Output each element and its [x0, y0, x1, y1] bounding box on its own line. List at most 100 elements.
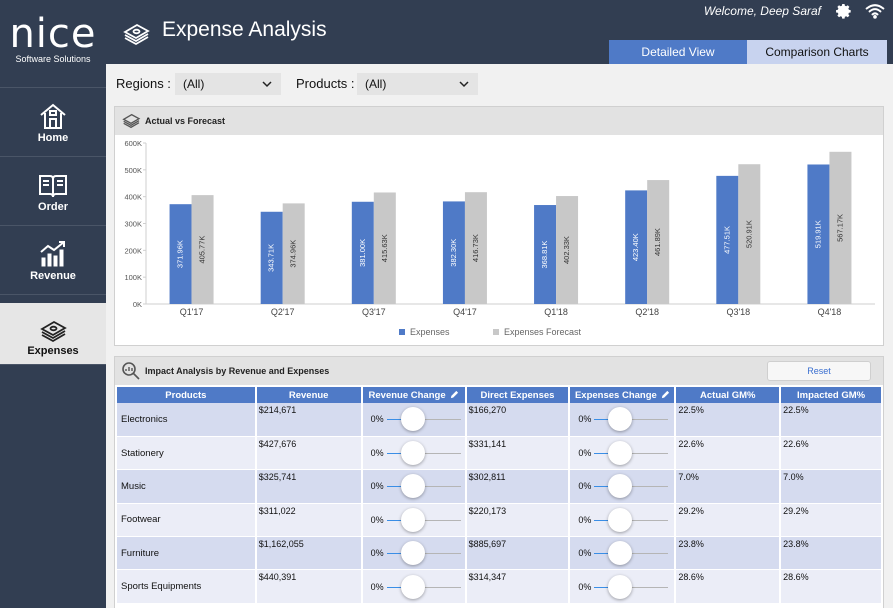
x-tick-label: Q4'18: [818, 307, 842, 317]
slider-handle[interactable]: [400, 474, 425, 499]
revenue-change-slider[interactable]: 0%: [370, 541, 463, 566]
slider-track-filled: [386, 486, 413, 488]
slider-track: [620, 586, 669, 588]
money-stack-icon: [40, 320, 67, 343]
expenses-change-slider[interactable]: 0%: [578, 541, 670, 566]
direct-expenses-cell: $166,270: [465, 403, 571, 437]
revenue-change-slider[interactable]: 0%: [371, 407, 463, 432]
revenue-change-slider[interactable]: 0%: [370, 574, 463, 599]
slider-handle[interactable]: [400, 574, 425, 599]
brand-subtitle: Software Solutions: [15, 54, 91, 64]
revenue-change-value: 0%: [370, 448, 384, 459]
tab-detailed-view[interactable]: Detailed View: [609, 40, 747, 64]
bar-chart: 0K 100K 200K 300K 400K 500K 600K 371.96K 405.77K…: [124, 139, 875, 337]
slider-handle[interactable]: [608, 574, 633, 599]
impacted-gm-cell: 23.8%: [780, 536, 883, 571]
actual-gm-cell: 22.6%: [675, 436, 782, 471]
bar-expenses-forecast: [464, 192, 487, 304]
slider-track-filled: [594, 519, 621, 521]
bar-expenses: [351, 201, 374, 304]
bar-expenses-forecast: [738, 164, 761, 304]
slider-track: [620, 553, 669, 555]
pencil-icon: [661, 391, 669, 399]
slider-handle[interactable]: [608, 407, 633, 432]
slider-handle[interactable]: [400, 507, 425, 532]
expenses-change-cell: 0%: [569, 536, 677, 571]
slider-track: [412, 453, 461, 455]
money-stack-icon: [122, 113, 141, 129]
expenses-change-value: 0%: [578, 414, 592, 425]
bar-expenses: [534, 205, 557, 304]
sidebar-item-label: Expenses: [27, 345, 79, 357]
table-row: Music $325,741 0% $302,811 0% 7.0% 7.0%: [117, 469, 883, 504]
chevron-down-icon: [459, 81, 469, 88]
revenue-change-value: 0%: [370, 548, 384, 559]
x-tick-label: Q4'17: [453, 307, 477, 317]
legend-entry: Expenses Forecast: [504, 327, 582, 337]
column-header-editable: Revenue Change: [361, 387, 467, 403]
slider-handle[interactable]: [608, 541, 633, 566]
table-row: Stationery $427,676 0% $331,141 0% 22.6% 22.6%: [117, 436, 883, 471]
actual-gm-cell: 7.0%: [675, 469, 782, 504]
x-tick-label: Q2'17: [271, 307, 295, 317]
expenses-change-slider[interactable]: 0%: [578, 441, 670, 466]
bar-data-label: 567.17K: [835, 214, 844, 242]
panel-title: Impact Analysis by Revenue and Expenses: [145, 366, 330, 376]
slider-handle[interactable]: [400, 541, 425, 566]
revenue-cell: $427,676: [255, 436, 363, 471]
reset-button[interactable]: Reset: [767, 361, 871, 381]
bar-data-label: 416.73K: [471, 234, 480, 262]
slider-handle[interactable]: [400, 441, 425, 466]
revenue-cell: $440,391: [255, 569, 363, 604]
gear-icon[interactable]: [835, 3, 853, 21]
expenses-change-slider[interactable]: 0%: [578, 407, 670, 432]
product-cell: Sports Equipments: [117, 569, 257, 604]
impact-table: Products Revenue Revenue Change Direct E…: [117, 387, 883, 604]
magnifier-chart-icon: [122, 362, 140, 380]
sidebar-item-expenses[interactable]: Expenses: [0, 303, 106, 365]
column-header-label: Revenue Change: [368, 389, 446, 401]
expenses-change-slider[interactable]: 0%: [578, 574, 670, 599]
revenue-change-slider[interactable]: 0%: [371, 474, 463, 499]
table-row: Electronics $214,671 0% $166,270 0% 22.5% 22.5…: [117, 403, 883, 437]
direct-expenses-cell: $220,173: [465, 503, 571, 538]
page-header: Expense Analysis Welcome, Deep Saraf Det…: [106, 0, 893, 64]
bar-data-label: 374.96K: [289, 240, 298, 268]
slider-track-filled: [594, 453, 621, 455]
slider-handle[interactable]: [608, 441, 633, 466]
sidebar-item-home[interactable]: Home: [0, 88, 106, 157]
slider-handle[interactable]: [608, 507, 633, 532]
expenses-change-value: 0%: [578, 548, 592, 559]
x-tick-label: Q3'18: [726, 307, 750, 317]
slider-handle[interactable]: [608, 474, 633, 499]
x-tick-label: Q1'17: [180, 307, 204, 317]
sidebar-item-label: Home: [37, 132, 69, 144]
bar-expenses: [260, 211, 283, 304]
expenses-change-slider[interactable]: 0%: [578, 474, 670, 499]
y-tick-label: 200K: [124, 246, 142, 255]
legend-swatch: [493, 329, 499, 335]
revenue-change-slider[interactable]: 0%: [371, 507, 463, 532]
revenue-change-value: 0%: [370, 581, 384, 592]
regions-dropdown[interactable]: (All): [175, 73, 281, 95]
actual-gm-cell: 29.2%: [675, 503, 782, 538]
products-dropdown[interactable]: (All): [357, 73, 478, 95]
y-tick-label: 400K: [124, 193, 142, 202]
column-header-label: Expenses Change: [574, 389, 657, 401]
bar-data-label: 415.63K: [380, 234, 389, 262]
sidebar-item-revenue[interactable]: Revenue: [0, 226, 106, 295]
money-stack-icon: [123, 23, 150, 46]
expenses-change-cell: 0%: [569, 403, 677, 437]
column-header: Products: [117, 387, 257, 403]
revenue-change-slider[interactable]: 0%: [370, 441, 463, 466]
slider-handle[interactable]: [400, 407, 425, 432]
y-tick-label: 600K: [124, 139, 142, 148]
bar-expenses: [169, 204, 192, 304]
brand-logo: nice Software Solutions: [0, 0, 106, 88]
tab-comparison-charts[interactable]: Comparison Charts: [747, 40, 887, 64]
sidebar-item-order[interactable]: Order: [0, 157, 106, 226]
bar-expenses: [807, 164, 830, 304]
expenses-change-cell: 0%: [569, 569, 677, 604]
brand-name: nice: [9, 11, 97, 57]
expenses-change-slider[interactable]: 0%: [578, 507, 670, 532]
